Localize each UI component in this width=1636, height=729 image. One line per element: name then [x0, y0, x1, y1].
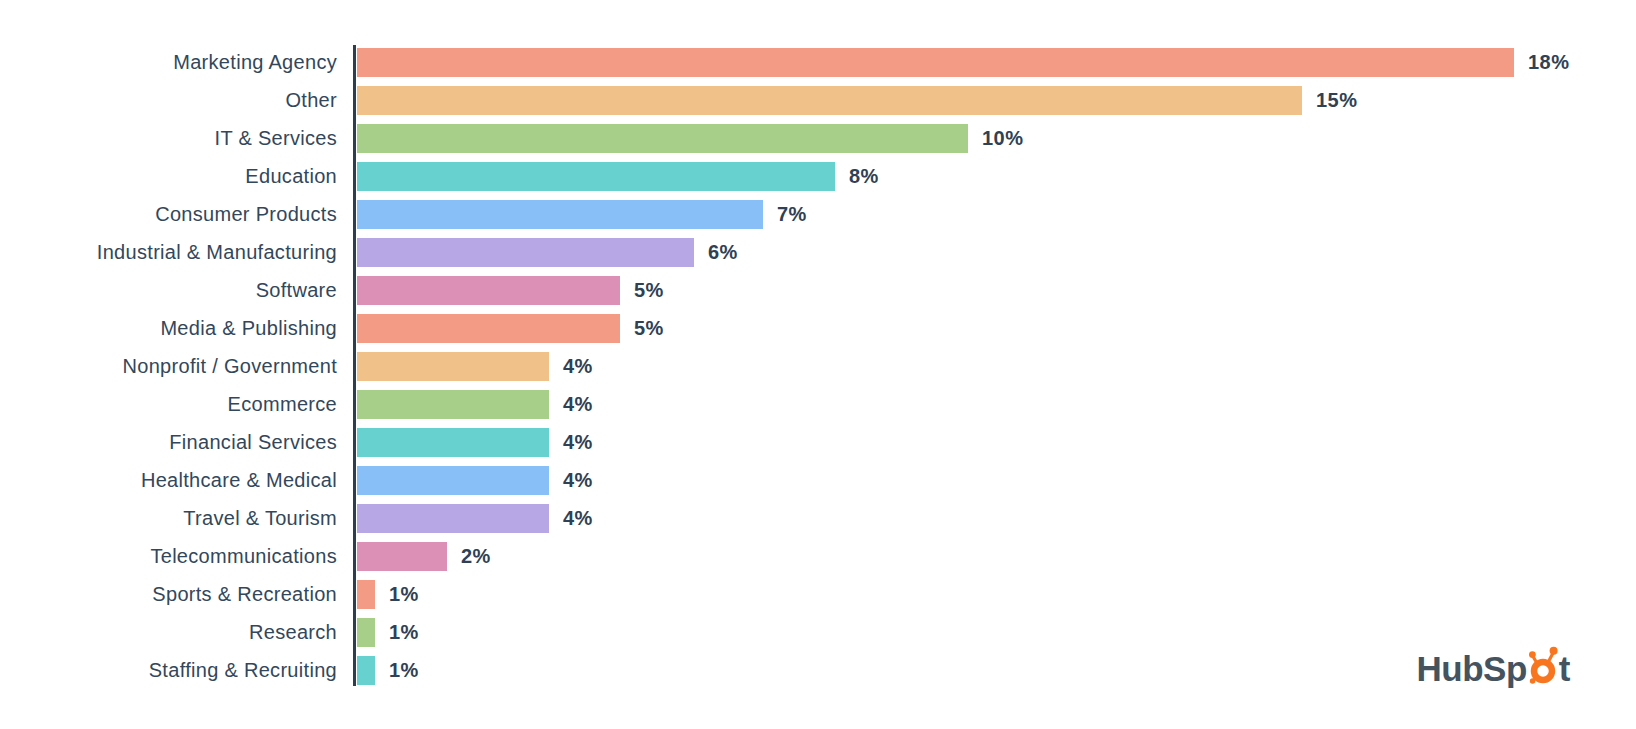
bar-wrap: 1% — [357, 618, 419, 647]
bar — [357, 542, 447, 571]
bar-row: Consumer Products 7% — [0, 200, 1570, 229]
category-label: IT & Services — [0, 127, 337, 150]
bar-wrap: 2% — [357, 542, 491, 571]
hubspot-logo-prefix: HubSp — [1417, 649, 1527, 688]
bar — [357, 314, 620, 343]
bar-wrap: 6% — [357, 238, 738, 267]
bar — [357, 618, 375, 647]
bar-row: Sports & Recreation 1% — [0, 580, 1570, 609]
bar — [357, 390, 549, 419]
value-label: 4% — [563, 431, 593, 454]
bar-wrap: 8% — [357, 162, 879, 191]
bar-wrap: 1% — [357, 656, 419, 685]
value-label: 4% — [563, 355, 593, 378]
bar-wrap: 4% — [357, 504, 593, 533]
bar-row: Research 1% — [0, 618, 1570, 647]
hubspot-sprocket-icon — [1528, 643, 1558, 684]
category-label: Industrial & Manufacturing — [0, 241, 337, 264]
bar-row: Industrial & Manufacturing 6% — [0, 238, 1570, 267]
category-label: Healthcare & Medical — [0, 469, 337, 492]
category-label: Staffing & Recruiting — [0, 659, 337, 682]
bar-row: Travel & Tourism 4% — [0, 504, 1570, 533]
bar — [357, 428, 549, 457]
bar-row: Other 15% — [0, 86, 1570, 115]
bar-row: Nonprofit / Government 4% — [0, 352, 1570, 381]
value-label: 2% — [461, 545, 491, 568]
bar-rows: Marketing Agency 18% Other 15% IT & Serv… — [0, 48, 1570, 685]
bar — [357, 352, 549, 381]
value-label: 8% — [849, 165, 879, 188]
value-label: 7% — [777, 203, 807, 226]
value-label: 15% — [1316, 89, 1358, 112]
category-label: Other — [0, 89, 337, 112]
bar-wrap: 5% — [357, 276, 664, 305]
bar — [357, 124, 968, 153]
bar — [357, 580, 375, 609]
category-label: Travel & Tourism — [0, 507, 337, 530]
category-label: Marketing Agency — [0, 51, 337, 74]
bar — [357, 238, 694, 267]
bar — [357, 162, 835, 191]
bar-row: Telecommunications 2% — [0, 542, 1570, 571]
value-label: 6% — [708, 241, 738, 264]
bar-wrap: 10% — [357, 124, 1024, 153]
value-label: 4% — [563, 507, 593, 530]
bar-wrap: 18% — [357, 48, 1570, 77]
category-label: Consumer Products — [0, 203, 337, 226]
category-label: Sports & Recreation — [0, 583, 337, 606]
value-label: 1% — [389, 659, 419, 682]
bar-row: IT & Services 10% — [0, 124, 1570, 153]
bar-wrap: 4% — [357, 352, 593, 381]
bar-wrap: 5% — [357, 314, 664, 343]
category-label: Telecommunications — [0, 545, 337, 568]
value-label: 4% — [563, 393, 593, 416]
bar — [357, 466, 549, 495]
value-label: 18% — [1528, 51, 1570, 74]
bar-wrap: 15% — [357, 86, 1358, 115]
value-label: 1% — [389, 621, 419, 644]
bar-wrap: 4% — [357, 428, 593, 457]
bar-row: Marketing Agency 18% — [0, 48, 1570, 77]
bar-wrap: 1% — [357, 580, 419, 609]
category-label: Research — [0, 621, 337, 644]
value-label: 5% — [634, 317, 664, 340]
category-label: Software — [0, 279, 337, 302]
bar — [357, 48, 1514, 77]
hubspot-logo: HubSp t — [1417, 643, 1570, 689]
bar — [357, 200, 763, 229]
bar-wrap: 4% — [357, 390, 593, 419]
bar-row: Media & Publishing 5% — [0, 314, 1570, 343]
bar — [357, 86, 1302, 115]
value-label: 10% — [982, 127, 1024, 150]
category-label: Nonprofit / Government — [0, 355, 337, 378]
category-label: Financial Services — [0, 431, 337, 454]
hubspot-logo-suffix: t — [1559, 649, 1570, 688]
bar-row: Software 5% — [0, 276, 1570, 305]
bar-row: Staffing & Recruiting 1% — [0, 656, 1570, 685]
category-label: Ecommerce — [0, 393, 337, 416]
industry-bar-chart: Marketing Agency 18% Other 15% IT & Serv… — [0, 0, 1636, 729]
bar-row: Education 8% — [0, 162, 1570, 191]
bar-row: Ecommerce 4% — [0, 390, 1570, 419]
bar — [357, 656, 375, 685]
category-label: Media & Publishing — [0, 317, 337, 340]
bar-wrap: 4% — [357, 466, 593, 495]
value-label: 1% — [389, 583, 419, 606]
value-label: 5% — [634, 279, 664, 302]
value-label: 4% — [563, 469, 593, 492]
bar — [357, 276, 620, 305]
bar — [357, 504, 549, 533]
bar-row: Healthcare & Medical 4% — [0, 466, 1570, 495]
bar-wrap: 7% — [357, 200, 807, 229]
category-label: Education — [0, 165, 337, 188]
bar-row: Financial Services 4% — [0, 428, 1570, 457]
